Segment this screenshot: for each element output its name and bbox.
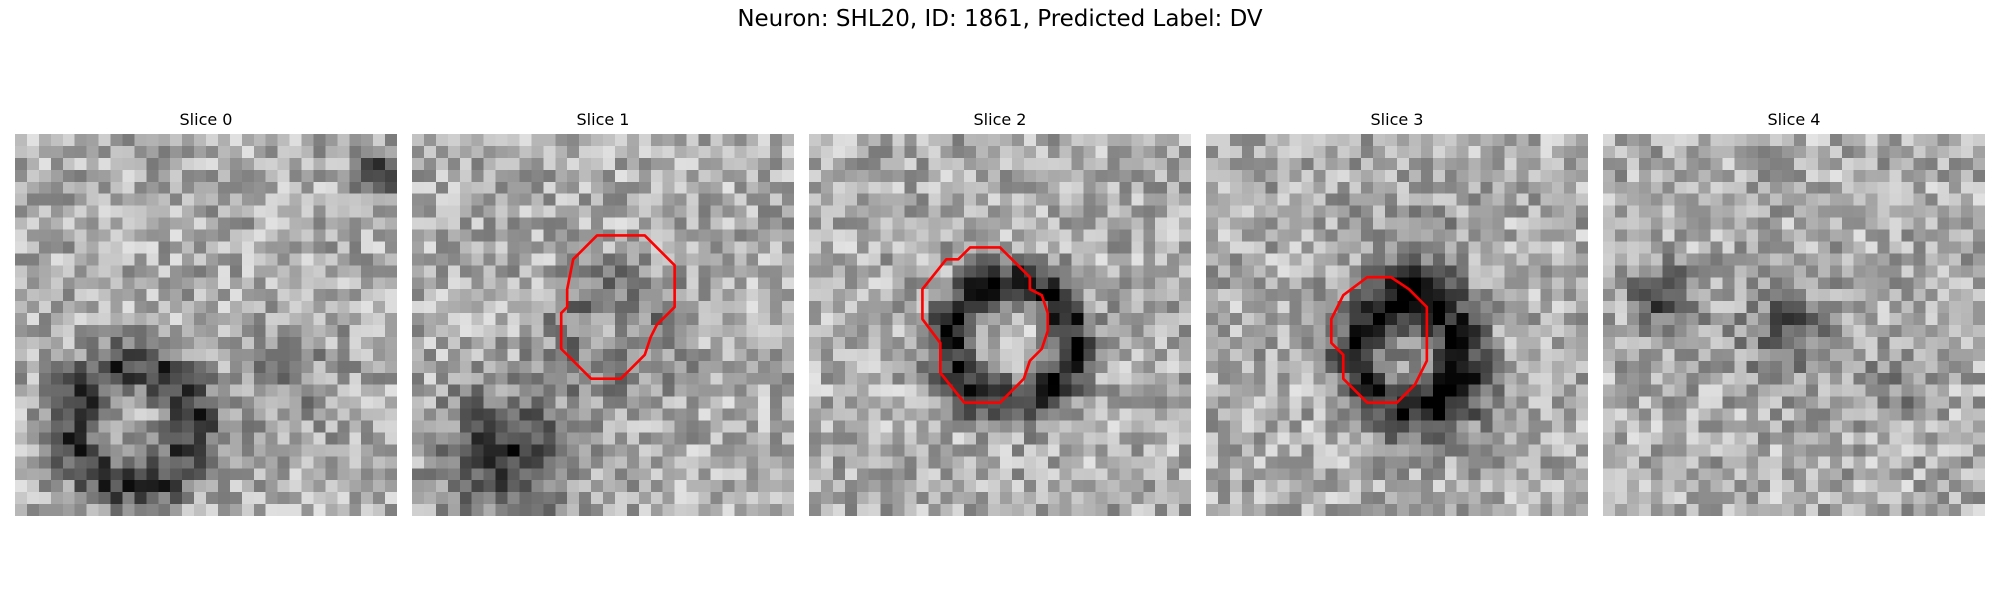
figure-title: Neuron: SHL20, ID: 1861, Predicted Label… bbox=[737, 6, 1263, 32]
slice-title-1: Slice 1 bbox=[576, 110, 630, 129]
slice-title-0: Slice 0 bbox=[179, 110, 233, 129]
slice-image-4 bbox=[1603, 134, 1985, 516]
roi-contour-2 bbox=[921, 246, 1050, 404]
slice-title-3: Slice 3 bbox=[1370, 110, 1424, 129]
slice-image-1 bbox=[412, 134, 794, 516]
slice-title-2: Slice 2 bbox=[973, 110, 1027, 129]
roi-contour-1 bbox=[559, 234, 676, 381]
slice-image-2 bbox=[809, 134, 1191, 516]
roi-contour-3 bbox=[1330, 275, 1429, 404]
slice-image-3 bbox=[1206, 134, 1588, 516]
slice-image-0 bbox=[15, 134, 397, 516]
slice-title-4: Slice 4 bbox=[1767, 110, 1821, 129]
